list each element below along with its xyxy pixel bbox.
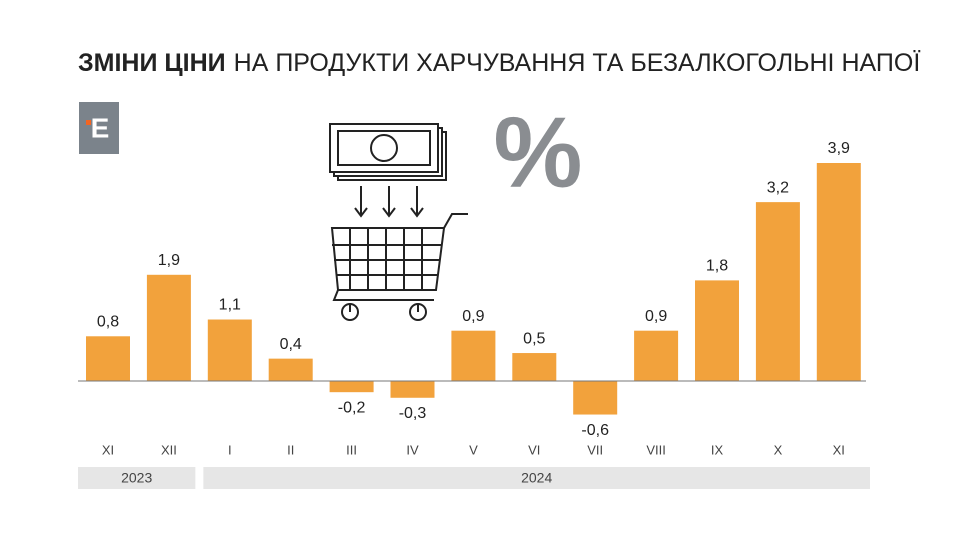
bar xyxy=(329,381,374,393)
chart-title: ЗМІНИ ЦІНИ НА ПРОДУКТИ ХАРЧУВАННЯ ТА БЕЗА… xyxy=(78,49,920,77)
percent-symbol: % xyxy=(494,96,583,208)
value-label: 0,5 xyxy=(523,330,545,347)
year-label: 2023 xyxy=(121,470,152,486)
title-bold: ЗМІНИ ЦІНИ xyxy=(78,49,226,77)
bar xyxy=(695,280,739,381)
value-label: 0,8 xyxy=(97,314,119,331)
year-band xyxy=(203,467,871,489)
value-label: 0,9 xyxy=(645,308,667,325)
bar xyxy=(512,353,557,381)
x-tick-label: VIII xyxy=(646,442,666,457)
x-tick-label: III xyxy=(346,442,357,457)
x-tick-label: XI xyxy=(102,442,114,457)
x-tick-label: IV xyxy=(406,442,419,457)
value-label: -0,3 xyxy=(399,405,427,422)
bar xyxy=(390,381,435,398)
value-label: 1,1 xyxy=(219,297,241,314)
logo: E xyxy=(91,112,110,143)
value-label: 0,9 xyxy=(462,308,484,325)
bar xyxy=(634,330,679,381)
x-tick-label: XI xyxy=(833,442,845,457)
x-tick-label: I xyxy=(228,442,232,457)
title-rest: НА ПРОДУКТИ ХАРЧУВАННЯ ТА БЕЗАЛКОГОЛЬНІ … xyxy=(234,49,921,77)
logo-dot xyxy=(86,120,91,125)
x-tick-label: IX xyxy=(711,442,724,457)
value-label: 1,8 xyxy=(706,258,728,275)
bar xyxy=(268,358,313,381)
bar xyxy=(573,381,618,415)
value-label: -0,2 xyxy=(338,399,366,416)
x-tick-label: VI xyxy=(528,442,540,457)
bar xyxy=(207,319,252,381)
x-tick-label: VII xyxy=(587,442,603,457)
cart-icon xyxy=(330,186,468,321)
bar xyxy=(755,202,800,381)
bar xyxy=(451,330,496,381)
money-icon xyxy=(329,123,447,181)
bar xyxy=(86,336,130,381)
value-label: 3,2 xyxy=(767,179,789,196)
logo-box xyxy=(79,102,119,154)
x-tick-label: X xyxy=(774,442,783,457)
year-label: 2024 xyxy=(521,470,552,486)
x-tick-label: V xyxy=(469,442,478,457)
value-label: 1,9 xyxy=(158,252,180,269)
year-band xyxy=(78,467,196,489)
x-tick-label: XII xyxy=(161,442,177,457)
value-label: 0,4 xyxy=(280,336,302,353)
x-tick-label: II xyxy=(287,442,294,457)
value-label: 3,9 xyxy=(828,140,850,157)
value-label: -0,6 xyxy=(581,422,609,439)
bar xyxy=(146,274,191,381)
bar xyxy=(816,163,861,381)
